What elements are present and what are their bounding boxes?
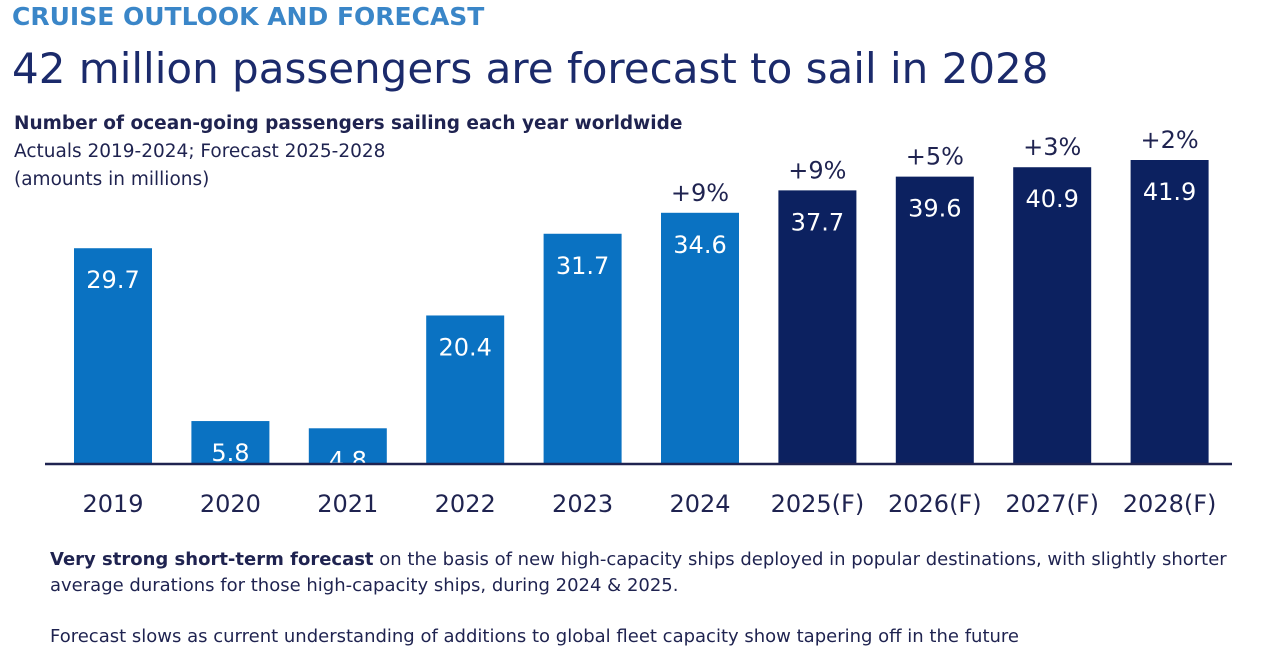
bar-2020 xyxy=(191,421,270,463)
bar-2022 xyxy=(426,315,505,463)
value-label: 20.4 xyxy=(438,333,491,361)
x-tick-label: 2027(F) xyxy=(1005,490,1099,518)
x-tick-label: 2022 xyxy=(435,490,496,518)
x-tick-label: 2021 xyxy=(317,490,378,518)
value-label: 31.7 xyxy=(556,252,609,280)
bar-2024 xyxy=(661,212,739,463)
growth-label: +5% xyxy=(906,143,964,171)
chart-units-note: (amounts in millions) xyxy=(14,169,210,190)
growth-label: +3% xyxy=(1023,133,1081,161)
chart-subtitle: Actuals 2019-2024; Forecast 2025-2028 xyxy=(14,141,386,162)
chart-title: Number of ocean-going passengers sailing… xyxy=(14,113,683,134)
bar-2026(F) xyxy=(895,176,974,464)
x-tick-label: 2028(F) xyxy=(1123,490,1217,518)
value-label: 34.6 xyxy=(673,231,726,259)
x-tick-label: 2024 xyxy=(669,490,730,518)
x-tick-label: 2020 xyxy=(200,490,261,518)
x-tick-label: 2019 xyxy=(82,490,143,518)
x-tick-label: 2023 xyxy=(552,490,613,518)
x-tick-label: 2026(F) xyxy=(888,490,982,518)
growth-label: +9% xyxy=(671,179,729,207)
value-label: 29.7 xyxy=(86,266,139,294)
footer-text: on the basis of new high-capacity ships … xyxy=(50,549,1227,596)
value-label: 5.8 xyxy=(211,439,249,467)
bar-2021 xyxy=(308,428,387,463)
growth-label: +2% xyxy=(1141,126,1199,154)
bar-2019 xyxy=(74,248,152,463)
section-kicker: CRUISE OUTLOOK AND FORECAST xyxy=(12,2,485,31)
footer-paragraph-1: Very strong short-term forecast on the b… xyxy=(50,547,1260,599)
bar-chart: 29.7 2019 5.8 2020 4.8 2021 20.4 2022 31.7 2023 34… xyxy=(45,126,1232,518)
footer-paragraph-2: Forecast slows as current understanding … xyxy=(50,626,1019,647)
value-label: 37.7 xyxy=(791,208,844,236)
footer-emphasis: Very strong short-term forecast xyxy=(50,549,374,570)
bar-2028(F) xyxy=(1130,160,1209,463)
value-label: 39.6 xyxy=(908,195,961,223)
value-label: 40.9 xyxy=(1025,185,1078,213)
bar-2023 xyxy=(543,233,622,463)
growth-label: +9% xyxy=(788,156,846,184)
page-headline: 42 million passengers are forecast to sa… xyxy=(12,44,1049,93)
x-tick-label: 2025(F) xyxy=(771,490,865,518)
bar-2025(F) xyxy=(778,190,857,463)
value-label: 4.8 xyxy=(329,446,367,474)
bar-2027(F) xyxy=(1013,167,1092,463)
value-label: 41.9 xyxy=(1143,178,1196,206)
